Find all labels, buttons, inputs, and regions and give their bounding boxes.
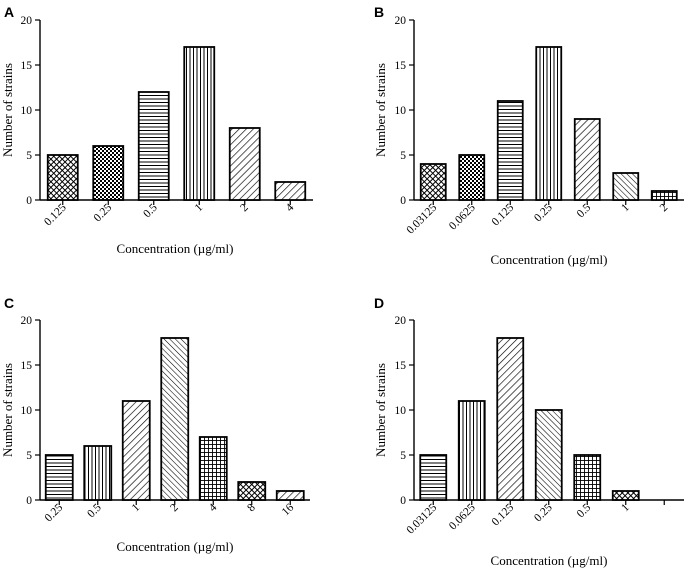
y-tick-label: 5	[26, 150, 32, 162]
bar	[237, 481, 267, 501]
y-tick-label: 0	[26, 495, 32, 507]
y-tick-label: 0	[26, 195, 32, 207]
y-tick-label: 10	[395, 405, 407, 417]
panel-letter: D	[374, 295, 384, 311]
y-tick-label: 0	[400, 495, 406, 507]
panel-letter: C	[4, 295, 14, 311]
x-tick-label: 0.125	[42, 201, 69, 228]
x-axis-title: Concentration (µg/ml)	[117, 539, 234, 554]
x-tick-label: 0.03125	[404, 501, 439, 536]
bar	[137, 91, 170, 201]
y-axis-title: Number of strains	[0, 63, 15, 157]
y-axis-title: Number of strains	[373, 363, 388, 457]
bar	[573, 118, 601, 201]
y-tick-label: 20	[395, 315, 407, 327]
bar	[121, 400, 151, 501]
x-tick-label: 0.25	[532, 201, 555, 224]
y-tick-label: 15	[395, 60, 407, 72]
x-tick-label: 0.125	[490, 501, 517, 528]
y-axis-title: Number of strains	[0, 363, 15, 457]
x-tick-label: 0.25	[532, 501, 555, 524]
bar	[496, 337, 525, 501]
bar	[419, 163, 447, 201]
y-tick-label: 20	[21, 315, 33, 327]
panel-letter: A	[4, 4, 14, 20]
bar	[496, 100, 524, 201]
bar	[198, 436, 228, 501]
bar	[160, 337, 190, 501]
bar	[44, 454, 74, 501]
x-tick-label: 0.125	[490, 201, 517, 228]
bar	[274, 181, 307, 201]
bar	[419, 454, 448, 501]
x-tick-label: 0.03125	[404, 201, 439, 236]
x-tick-label: 0.25	[92, 201, 115, 224]
x-tick-label: 0.5	[575, 501, 594, 520]
bar	[275, 490, 305, 501]
y-tick-label: 5	[26, 450, 32, 462]
x-tick-label: 0.25	[43, 501, 66, 524]
y-tick-label: 15	[21, 60, 33, 72]
y-tick-label: 5	[400, 150, 406, 162]
y-tick-label: 10	[21, 105, 33, 117]
x-tick-label: 0.0625	[447, 501, 478, 532]
x-axis-title: Concentration (µg/ml)	[117, 241, 234, 256]
x-tick-label: 0.0625	[447, 201, 478, 232]
bar	[183, 46, 216, 201]
bar	[458, 154, 486, 201]
bar	[612, 172, 640, 201]
y-tick-label: 5	[400, 450, 406, 462]
bar	[534, 409, 563, 501]
y-tick-label: 0	[400, 195, 406, 207]
x-tick-label: 0.5	[575, 201, 594, 220]
x-tick-label: 0.5	[85, 501, 104, 520]
bar	[535, 46, 563, 201]
bar	[228, 127, 261, 201]
y-tick-label: 15	[395, 360, 407, 372]
bar	[573, 454, 602, 501]
y-tick-label: 10	[395, 105, 407, 117]
bar	[457, 400, 486, 501]
x-axis-title: Concentration (µg/ml)	[491, 553, 608, 568]
bar	[92, 145, 125, 201]
x-tick-label: 16	[280, 501, 297, 518]
bar	[46, 154, 79, 201]
y-tick-label: 15	[21, 360, 33, 372]
x-axis-title: Concentration (µg/ml)	[491, 252, 608, 267]
panel-letter: B	[374, 4, 384, 20]
y-tick-label: 10	[21, 405, 33, 417]
panel-b: B 0 5 10 15 20 Number of strains 0.03125 0.0625 0…	[373, 4, 684, 267]
panel-d: D 0 5 10 15 20 Number of strains 0.03125 0.0625 0…	[373, 295, 684, 568]
y-tick-label: 20	[21, 15, 33, 27]
bar	[611, 490, 640, 501]
bar	[650, 190, 678, 201]
y-tick-label: 20	[395, 15, 407, 27]
bar	[83, 445, 113, 501]
y-axis-title: Number of strains	[373, 63, 388, 157]
x-tick-label: 0.5	[141, 201, 160, 220]
